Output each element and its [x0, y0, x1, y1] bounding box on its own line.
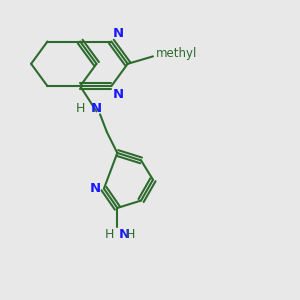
- Text: H: H: [76, 103, 85, 116]
- Text: methyl: methyl: [156, 47, 197, 60]
- Text: N: N: [113, 27, 124, 40]
- Text: N: N: [90, 182, 101, 195]
- Text: N: N: [119, 228, 130, 241]
- Text: N: N: [91, 103, 102, 116]
- Text: N: N: [113, 88, 124, 100]
- Text: H: H: [105, 228, 114, 241]
- Text: H: H: [126, 228, 135, 241]
